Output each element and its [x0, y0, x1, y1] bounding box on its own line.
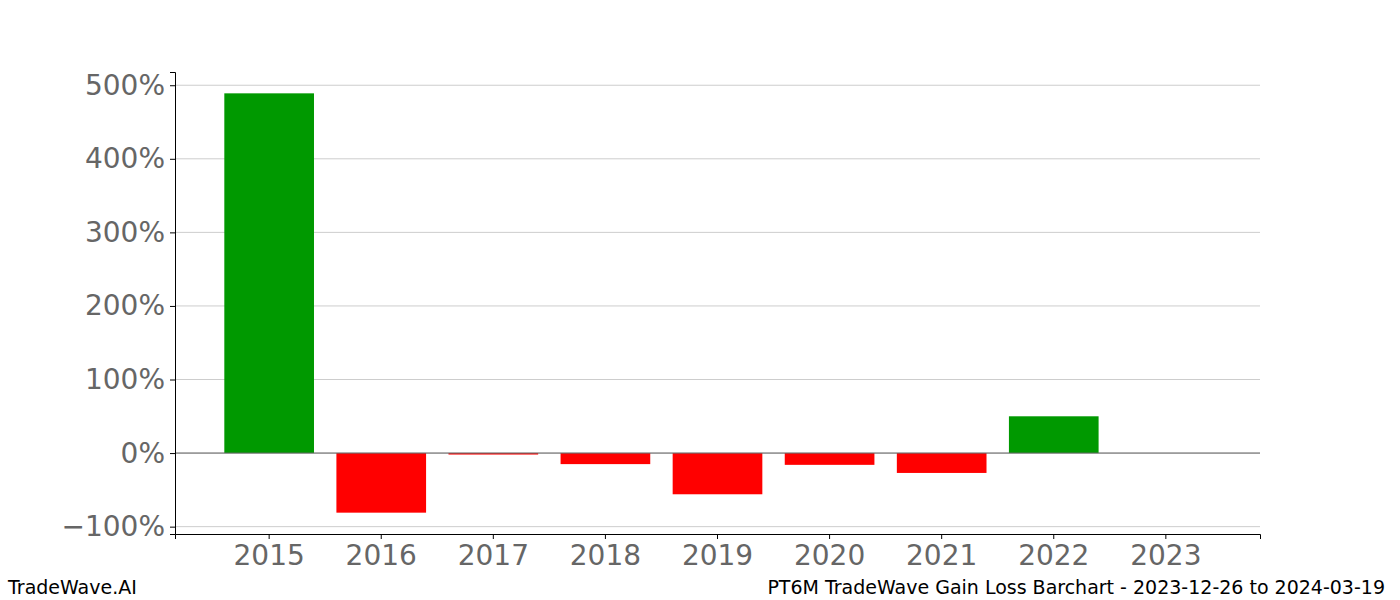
grid: [175, 85, 1260, 526]
grid-line: [175, 158, 1260, 159]
zero-line: [175, 453, 1260, 454]
y-tick: 400%: [85, 142, 175, 175]
y-axis: −100% 0% 100% 200% 300% 400% 500%: [61, 69, 175, 543]
y-tick-label: −100%: [61, 510, 165, 543]
bar: [897, 453, 987, 473]
y-tick-mark: [170, 232, 175, 233]
x-tick-label: 2023: [1130, 539, 1201, 572]
chart: −100%0%100%200%300%400%500%2015201620172…: [0, 0, 1400, 600]
y-tick-label: 200%: [85, 289, 165, 322]
x-tick: 2020: [794, 534, 865, 572]
bar: [336, 453, 426, 513]
bar: [785, 453, 875, 465]
y-tick-mark: [170, 380, 175, 381]
x-tick: 2023: [1130, 534, 1201, 572]
y-tick-mark: [170, 306, 175, 307]
x-tick-label: 2017: [458, 539, 529, 572]
grid-line: [175, 85, 1260, 86]
annotation: TradeWave.AI: [7, 576, 137, 598]
y-tick-mark: [170, 85, 175, 86]
x-tick: 2017: [458, 534, 529, 572]
x-tick: 2015: [234, 534, 305, 572]
x-tick-label: 2016: [346, 539, 417, 572]
x-tick-label: 2019: [682, 539, 753, 572]
title: PT6M TradeWave Gain Loss Barchart - 2023…: [767, 576, 1385, 598]
grid-line: [175, 379, 1260, 380]
y-tick-mark: [170, 527, 175, 528]
y-tick-label: 400%: [85, 142, 165, 175]
x-tick: 2016: [346, 534, 417, 572]
bar: [224, 93, 314, 453]
x-axis: 2015 2016 2017 2018 2019 2020 2021 2022 2023: [176, 534, 1261, 572]
grid-line: [175, 232, 1260, 233]
bar: [673, 453, 763, 494]
x-tick: 2022: [1018, 534, 1089, 572]
y-tick: 300%: [85, 216, 175, 249]
grid-line: [175, 453, 1260, 454]
x-tick-label: 2015: [234, 539, 305, 572]
y-axis-line: [170, 73, 176, 535]
bars: [224, 93, 1098, 512]
y-tick-label: 500%: [85, 69, 165, 102]
y-tick: 0%: [121, 437, 175, 470]
grid-line: [175, 305, 1260, 306]
y-tick-mark: [170, 159, 175, 160]
x-tick: 2019: [682, 534, 753, 572]
y-tick-label: 300%: [85, 216, 165, 249]
y-tick-label: 100%: [85, 363, 165, 396]
x-tick-label: 2021: [906, 539, 977, 572]
y-tick: 200%: [85, 289, 175, 322]
bar: [1009, 416, 1099, 453]
y-tick: 500%: [85, 69, 175, 102]
x-tick-label: 2018: [570, 539, 641, 572]
x-tick: 2021: [906, 534, 977, 572]
y-tick-mark: [170, 453, 175, 454]
y-tick-label: 0%: [121, 437, 165, 470]
x-tick: 2018: [570, 534, 641, 572]
y-tick: 100%: [85, 363, 175, 396]
x-tick-label: 2022: [1018, 539, 1089, 572]
bar: [561, 453, 651, 464]
x-tick-label: 2020: [794, 539, 865, 572]
grid-line: [175, 526, 1260, 527]
y-tick: −100%: [61, 510, 175, 543]
